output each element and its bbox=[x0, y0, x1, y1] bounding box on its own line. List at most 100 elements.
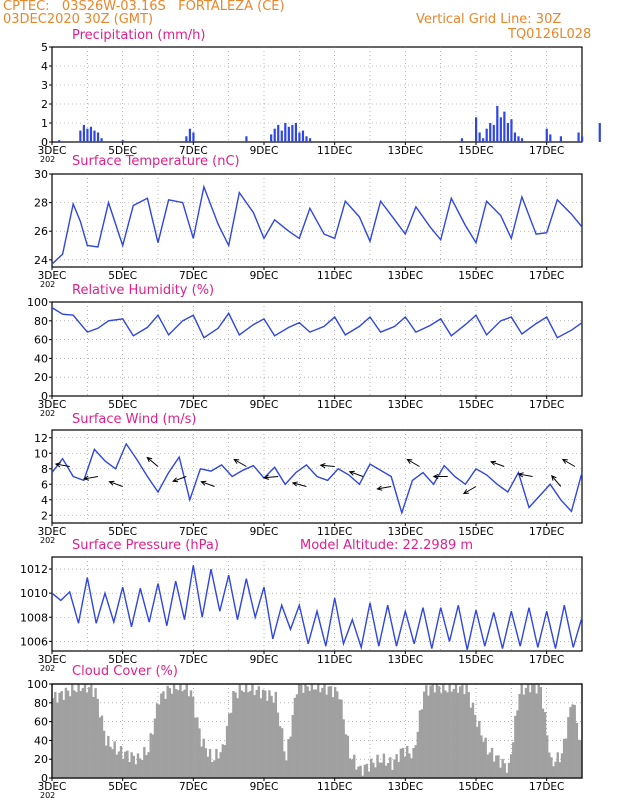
cloud-bar bbox=[100, 715, 104, 778]
cloud-bar bbox=[456, 692, 460, 778]
cloud-bar bbox=[471, 702, 475, 778]
cloud-bar bbox=[353, 754, 356, 778]
cloud-bar bbox=[384, 765, 388, 778]
cloud-bar bbox=[88, 687, 91, 778]
cloud-bar bbox=[325, 694, 328, 778]
cloud-bar bbox=[526, 684, 530, 778]
temp-xtick-label: 7DEC bbox=[179, 270, 208, 282]
cloud-bar bbox=[134, 764, 138, 778]
cloud-bar bbox=[418, 710, 422, 778]
cloud-bar bbox=[501, 758, 504, 778]
cloud-bar bbox=[414, 745, 417, 778]
cloud-bar bbox=[115, 754, 118, 778]
cloud-bar bbox=[300, 684, 303, 778]
wind-series-line bbox=[51, 442, 583, 516]
precip-ytick-label: 5 bbox=[41, 41, 48, 54]
precip-xtick-label: 13DEC bbox=[388, 145, 423, 157]
cloud-bar bbox=[177, 690, 180, 778]
cloud-bar bbox=[573, 704, 576, 778]
cloud-bar bbox=[217, 758, 220, 778]
cloud-bar bbox=[575, 722, 579, 778]
wind-arrow bbox=[377, 486, 392, 490]
wind-arrow-head bbox=[348, 470, 355, 476]
cloud-bar bbox=[196, 717, 199, 778]
cloud-bar bbox=[331, 697, 335, 778]
cloud-bar bbox=[420, 709, 424, 778]
cloud-bar bbox=[490, 747, 494, 778]
pres-ytick-label: 1012 bbox=[20, 563, 48, 576]
cloud-bar bbox=[304, 684, 307, 778]
precip-xtick-label: 9DEC bbox=[250, 145, 279, 157]
cloud-bar bbox=[234, 692, 237, 778]
cloud-ytick-label: 20 bbox=[34, 753, 48, 766]
cloud-bar bbox=[94, 688, 97, 778]
cloud-bar bbox=[425, 685, 428, 778]
cloud-bar bbox=[158, 704, 161, 778]
rh-year-fragment: 202 bbox=[40, 409, 55, 418]
cloud-bar bbox=[151, 734, 155, 778]
wind-title: Surface Wind (m/s) bbox=[72, 412, 197, 427]
cloud-bar bbox=[141, 759, 144, 778]
cloud-bar bbox=[437, 686, 441, 778]
cloud-bar bbox=[336, 691, 339, 778]
precip-ytick-label: 2 bbox=[41, 98, 48, 111]
precip-bar bbox=[513, 132, 517, 142]
cloud-bar bbox=[73, 690, 76, 778]
cloud-bar bbox=[350, 759, 354, 778]
wind-year-fragment: 202 bbox=[40, 536, 55, 545]
cloud-bar bbox=[62, 699, 65, 778]
cloud-bar bbox=[227, 713, 231, 778]
wind-arrow-head bbox=[432, 473, 439, 480]
cloud-bar bbox=[56, 702, 59, 778]
cloud-bar bbox=[113, 741, 116, 778]
cloud-bar bbox=[206, 756, 210, 778]
cloud-bar bbox=[556, 752, 559, 778]
wind-ytick-label: 2 bbox=[41, 509, 48, 522]
precip-bar bbox=[545, 128, 548, 142]
cloud-bar bbox=[136, 753, 140, 778]
cloud-bar bbox=[495, 755, 498, 778]
cloud-bar bbox=[541, 708, 545, 778]
wind-arrow bbox=[264, 476, 279, 479]
cloud-bar bbox=[367, 771, 371, 778]
cloud-bar bbox=[522, 694, 526, 778]
precip-bar bbox=[549, 134, 552, 142]
cloud-bar bbox=[323, 684, 326, 778]
wind-arrow-head bbox=[376, 485, 383, 491]
cloud-bar bbox=[308, 690, 311, 778]
cloud-bar bbox=[497, 755, 500, 778]
cloud-bar bbox=[109, 746, 112, 778]
pres-series-line bbox=[51, 565, 583, 651]
cloud-bar bbox=[480, 735, 483, 778]
cloud-bar bbox=[492, 761, 496, 778]
cloud-bar bbox=[90, 684, 93, 778]
precip-bar bbox=[273, 128, 276, 142]
cloud-bar bbox=[162, 691, 165, 778]
cloud-bar bbox=[463, 694, 466, 778]
cloud-bar bbox=[319, 692, 322, 778]
cloud-bar bbox=[119, 746, 123, 778]
wind-arrow-head bbox=[561, 458, 568, 464]
precip-bar bbox=[496, 105, 499, 142]
wind-xtick-label: 15DEC bbox=[458, 526, 493, 538]
cloud-bar bbox=[374, 767, 377, 778]
cloud-bar bbox=[194, 717, 197, 778]
cloud-bar bbox=[242, 692, 246, 778]
pres-xtick-label: 9DEC bbox=[250, 654, 279, 666]
cloud-bar bbox=[380, 762, 383, 778]
cloud-bar bbox=[306, 686, 309, 778]
precip-bar bbox=[82, 124, 85, 142]
wind-arrow-head bbox=[490, 460, 497, 466]
pres-title: Surface Pressure (hPa) bbox=[72, 538, 219, 553]
cloud-bar bbox=[189, 690, 193, 778]
pres-xtick-label: 3DEC bbox=[38, 654, 67, 666]
cloud-bar bbox=[215, 748, 218, 778]
cloud-bar bbox=[357, 766, 360, 778]
cloud-bar bbox=[359, 765, 362, 778]
precip-bar bbox=[475, 117, 478, 142]
cloud-title: Cloud Cover (%) bbox=[72, 664, 178, 679]
cloud-bar bbox=[482, 741, 485, 778]
cloud-bar bbox=[548, 752, 551, 778]
cloud-bar bbox=[138, 758, 142, 778]
temp-year-fragment: 202 bbox=[40, 280, 55, 289]
